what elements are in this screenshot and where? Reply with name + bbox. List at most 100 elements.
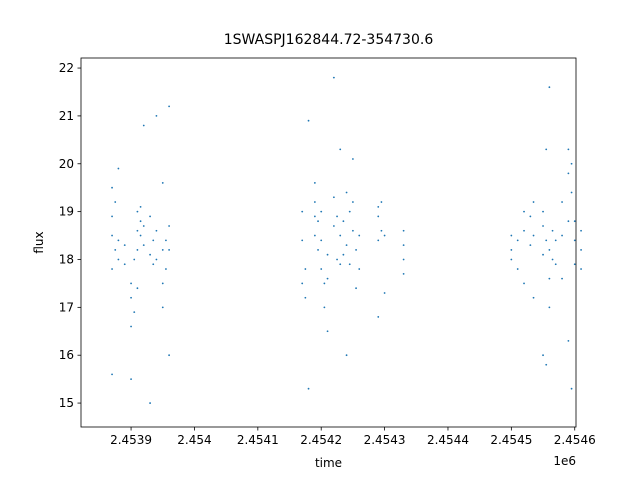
- point: [561, 277, 563, 280]
- y-tick-label: 20: [59, 157, 74, 171]
- axes-frame: [80, 57, 577, 428]
- point: [339, 234, 342, 237]
- point: [551, 229, 554, 232]
- y-axis-label: flux: [32, 231, 46, 253]
- point: [136, 229, 139, 232]
- y-tick-label: 15: [59, 396, 74, 410]
- point: [352, 158, 354, 160]
- point: [339, 263, 342, 266]
- point: [117, 167, 120, 170]
- point: [165, 239, 167, 242]
- point: [313, 215, 316, 218]
- point: [542, 225, 544, 227]
- point: [561, 201, 563, 203]
- point: [580, 249, 582, 251]
- point: [545, 239, 548, 242]
- point: [136, 287, 139, 290]
- point: [551, 258, 554, 261]
- x-tick-label: 2.4546: [554, 433, 596, 447]
- point: [161, 249, 164, 251]
- point: [307, 119, 310, 122]
- point: [532, 234, 535, 237]
- x-tick-label: 2.4543: [364, 433, 406, 447]
- point: [516, 239, 519, 242]
- point: [554, 239, 557, 242]
- point: [352, 201, 354, 203]
- point: [542, 253, 544, 256]
- y-tick-label: 22: [59, 61, 74, 75]
- point: [307, 387, 310, 390]
- point: [111, 186, 113, 189]
- point: [358, 234, 361, 237]
- point: [161, 282, 164, 285]
- point: [155, 258, 158, 261]
- point: [342, 253, 345, 256]
- point: [149, 402, 151, 404]
- point: [532, 201, 535, 203]
- x-axis-label: time: [315, 456, 342, 470]
- point: [313, 234, 316, 237]
- point: [111, 234, 113, 237]
- point: [301, 282, 304, 285]
- point: [523, 229, 525, 232]
- point: [301, 210, 304, 213]
- point: [383, 234, 386, 237]
- point: [136, 249, 139, 251]
- point: [168, 105, 170, 108]
- point: [320, 268, 323, 270]
- point: [133, 311, 136, 314]
- point: [168, 354, 170, 357]
- point: [332, 225, 335, 227]
- point: [139, 205, 142, 208]
- point: [155, 229, 158, 232]
- point: [548, 86, 551, 89]
- point: [114, 201, 117, 203]
- x-tick-label: 2.4541: [237, 433, 279, 447]
- point: [510, 258, 513, 261]
- point: [532, 296, 535, 299]
- point: [580, 229, 582, 232]
- point: [332, 76, 335, 79]
- chart-title: 1SWASPJ162844.72-354730.6: [224, 32, 434, 48]
- point: [542, 210, 544, 213]
- point: [529, 244, 532, 247]
- point: [516, 268, 519, 270]
- point: [130, 325, 132, 328]
- point: [336, 215, 338, 218]
- point: [573, 263, 576, 266]
- point: [123, 244, 126, 247]
- point: [152, 263, 155, 266]
- point: [523, 210, 525, 213]
- point: [139, 220, 142, 223]
- point: [130, 296, 132, 299]
- x-tick-label: 2.4539: [110, 433, 152, 447]
- point: [554, 263, 557, 266]
- point: [380, 229, 383, 232]
- x-tick-label: 2.4544: [427, 433, 469, 447]
- point: [149, 253, 151, 256]
- point: [567, 172, 570, 175]
- point: [377, 316, 380, 318]
- y-tick-label: 17: [59, 300, 74, 314]
- x-tick-label: 2.4545: [490, 433, 532, 447]
- point: [111, 373, 113, 376]
- point: [573, 239, 576, 242]
- point: [402, 272, 405, 275]
- point: [561, 234, 563, 237]
- point: [323, 306, 326, 309]
- point: [523, 282, 525, 285]
- point: [123, 263, 126, 266]
- point: [355, 249, 357, 251]
- point: [323, 282, 326, 285]
- point: [402, 244, 405, 247]
- point: [567, 220, 570, 223]
- point: [155, 115, 158, 117]
- point: [510, 249, 513, 251]
- point: [149, 215, 151, 218]
- point: [377, 215, 380, 218]
- point: [570, 162, 573, 165]
- point: [355, 287, 357, 290]
- point: [542, 354, 544, 357]
- point: [383, 292, 386, 294]
